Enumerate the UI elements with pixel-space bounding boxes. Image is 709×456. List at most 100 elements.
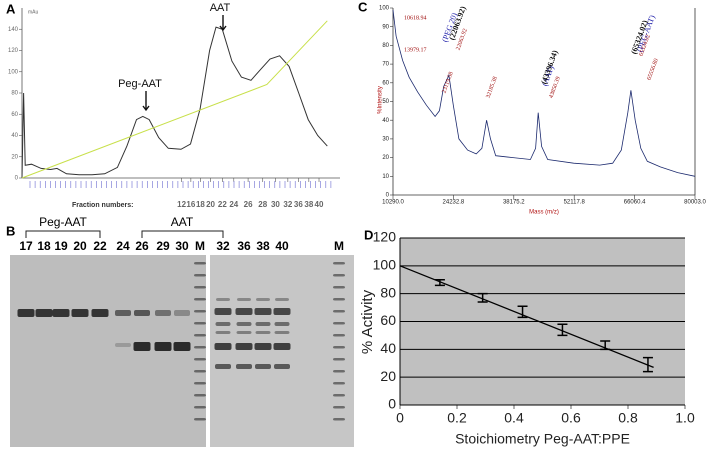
gel-band [194,274,206,277]
annotation: 10618.94 [404,15,427,21]
lane-label: 17 [19,239,33,253]
gel-band [133,342,151,351]
gel-band [333,286,345,289]
annotation: 13979.17 [404,47,427,53]
x-tick-label: 1.0 [675,410,695,426]
x-tick-label: 24232.8 [443,200,465,206]
gel-band [155,310,171,316]
gel-band [115,343,131,347]
gel-band [273,343,291,350]
y-tick-label: 40 [11,133,18,139]
gel-band [134,310,150,316]
group-label: AAT [171,215,194,229]
gel-band [273,308,291,315]
gel-band [194,322,206,325]
x-tick-label: 20 [206,200,215,209]
gel-band [236,364,252,369]
gel-band [214,343,232,350]
error-bar [477,292,488,303]
error-bar-shape [434,279,445,287]
x-tick-label: 12 [177,200,186,209]
gel-band [215,331,231,334]
gel-band [35,309,53,317]
y-tick-label: 80 [11,91,18,97]
x-tick-label: 36 [294,200,303,209]
lane-label: 24 [116,239,130,253]
gel-band [194,334,206,337]
y-tick-label: 50 [382,99,389,105]
gel-band [275,298,289,301]
lane-label: 30 [175,239,189,253]
gel-band [333,418,345,421]
gel-band [274,364,290,369]
gel-band [17,309,35,317]
gel-band [173,342,191,351]
x-tick-label: 18 [196,200,205,209]
lane-label: M [334,239,344,253]
gel-band [333,370,345,373]
gel-band [237,298,251,301]
error-bar-shape [557,323,568,337]
x-tick-label: 38175.2 [503,200,525,206]
error-bar [434,279,445,287]
gel-band [194,370,206,373]
gel-band [52,309,70,317]
x-tick-label: 66060.4 [624,200,646,206]
gel-band [194,382,206,385]
x-tick-label: 0 [396,410,404,426]
x-tick-label: 32 [283,200,292,209]
line-series [21,26,328,179]
lane-label: 22 [93,239,107,253]
x-tick-label: 30 [271,200,280,209]
gel-band [71,309,89,317]
gel-band [333,298,345,301]
gel-band [235,308,253,315]
x-axis-title: Mass (m/z) [529,210,559,216]
gel-band [333,394,345,397]
group-label: Peg-AAT [39,215,87,229]
x-axis-title: Stoichiometry Peg-AAT:PPE [455,431,630,447]
gel-band [215,364,231,369]
y-tick-label: 20 [11,154,18,160]
error-bar-shape [600,340,611,351]
lane-label: 19 [54,239,68,253]
lane-label: M [195,239,205,253]
y-axis-title: % Activity [359,289,376,354]
y-tick-label: 60 [11,112,18,118]
gel-band [194,418,206,421]
gel-band [215,322,231,326]
annotation: 32185.38 [486,76,499,99]
line-series [392,9,696,177]
x-tick-label: 52117.8 [564,200,586,206]
y-tick-label: 20 [382,155,389,161]
y-tick-label: 0 [386,193,390,199]
x-tick-label: 26 [244,200,253,209]
y-tick-label: 0 [15,176,19,182]
group-bracket [141,230,224,238]
gel-band [194,286,206,289]
y-tick-label: 80 [382,43,389,49]
y-tick-label: 80 [380,284,396,300]
gel-band [214,308,232,315]
annotation: AAT [210,2,231,14]
y-tick-label: 120 [373,229,397,245]
lane-label: 32 [216,239,230,253]
x-tick-label: 0.8 [618,410,638,426]
x-tick-label: 38 [304,200,313,209]
panel-label: B [6,223,15,238]
x-tick-label: 0.4 [504,410,524,426]
gel-band [333,334,345,337]
gel-band [333,274,345,277]
error-bar [600,340,611,351]
gel-band [254,343,272,350]
panel-label: D [364,227,373,242]
y-tick-label: 60 [382,80,389,86]
gel-band [274,322,290,326]
gel-band [194,310,206,313]
gel-band [194,262,206,265]
gel-band [236,322,252,326]
y-tick-label: 70 [382,62,389,68]
y-tick-label: 140 [8,27,19,33]
gel-band [255,364,271,369]
